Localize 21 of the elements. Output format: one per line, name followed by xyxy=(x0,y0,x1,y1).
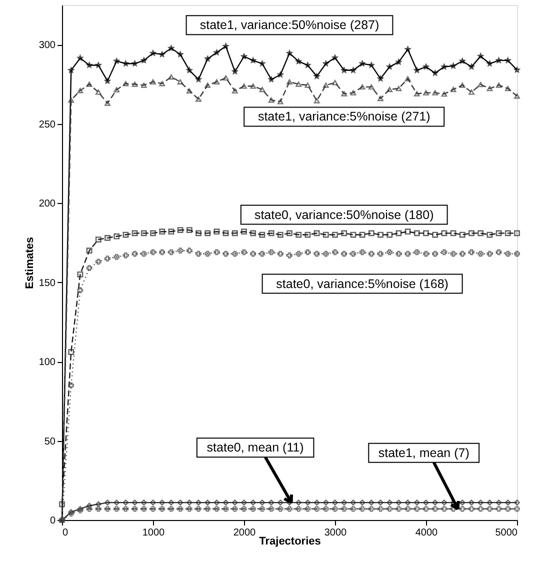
x-tick-label: 5000 xyxy=(495,528,518,538)
y-tick-label: 200 xyxy=(38,198,56,210)
y-tick-label: 100 xyxy=(38,357,56,368)
y-tick-label: 150 xyxy=(38,278,56,289)
x-tick-label: 0 xyxy=(62,528,68,538)
annotation: state1, variance:50%noise (287) xyxy=(200,18,380,32)
annotation: state1, variance:5%noise (271) xyxy=(258,110,430,124)
x-tick-label: 4000 xyxy=(415,528,438,538)
x-tick-label: 1000 xyxy=(142,528,166,538)
y-axis-title: Estimates xyxy=(24,237,36,289)
y-tick-label: 50 xyxy=(44,436,56,448)
annotation: state1, mean (7) xyxy=(378,446,470,460)
x-tick-label: 3000 xyxy=(324,528,348,538)
annotation: state0, variance:50%noise (180) xyxy=(254,208,434,222)
x-tick-label: 2000 xyxy=(233,528,256,538)
annotation: state0, variance:5%noise (168) xyxy=(276,276,448,291)
annotation: state0, mean (11) xyxy=(206,440,304,455)
x-axis-title: Trajectories xyxy=(259,536,321,548)
y-tick-label: 0 xyxy=(50,516,56,526)
y-tick-label: 250 xyxy=(38,119,56,130)
y-tick-label: 300 xyxy=(38,40,56,52)
